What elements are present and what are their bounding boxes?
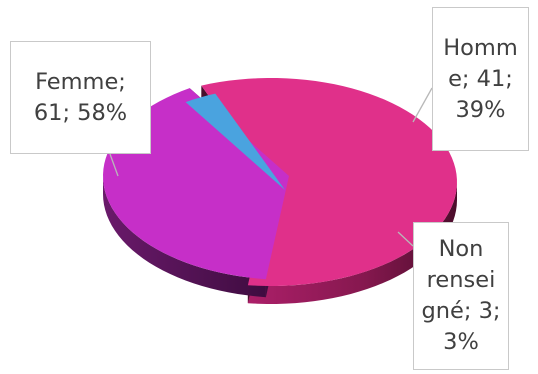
- data-label-femme-line-1: Femme;: [35, 68, 126, 95]
- leader-femme: [109, 153, 119, 177]
- data-label-homme-line-2: e; 41;: [448, 65, 513, 92]
- data-label-femme-line-2: 61; 58%: [33, 99, 128, 126]
- data-label-non-renseigne: Non rensei gné; 3; 3%: [413, 222, 509, 370]
- slice-side-femme: [247, 182, 457, 304]
- data-label-non-renseigne-line-1: Non: [438, 236, 484, 262]
- data-label-homme-line-3: 39%: [455, 96, 506, 123]
- data-label-non-renseigne-line-2: rensei: [426, 267, 496, 293]
- data-label-femme: Femme; 61; 58%: [10, 41, 151, 154]
- slice-non-renseigne: [185, 93, 285, 190]
- data-label-non-renseigne-line-3: gné; 3;: [421, 298, 501, 324]
- leader-homme: [412, 87, 433, 123]
- data-label-homme: Homm e; 41; 39%: [432, 7, 529, 151]
- data-label-homme-line-1: Homm: [443, 34, 518, 61]
- leader-non-renseigne: [397, 231, 414, 247]
- data-label-non-renseigne-line-4: 3%: [443, 329, 479, 355]
